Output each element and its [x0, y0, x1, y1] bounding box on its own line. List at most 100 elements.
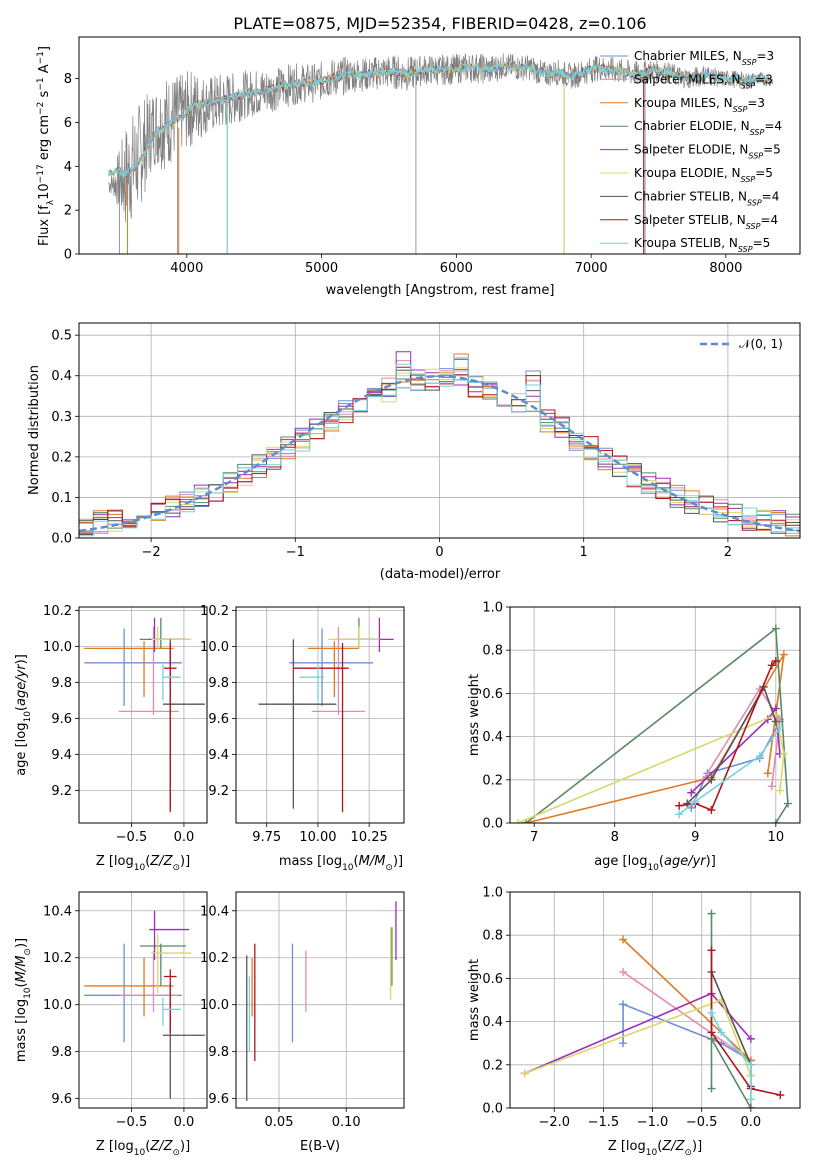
residuals-ytick-label: 0.2: [51, 450, 72, 465]
age_vs_Z-ytick-label: 9.8: [51, 676, 72, 691]
age_vs_Z-frame: [78, 606, 208, 824]
mass_vs_ebv-xtick-label: 0.05: [265, 1115, 294, 1130]
line-kroupa_stelib: [678, 727, 781, 816]
mass_vs_ebv-xtick-label: 0.10: [332, 1115, 361, 1130]
mass_weight_vs_Z-ytick-label: 0.6: [482, 972, 503, 987]
mass_weight_vs_Z-frame: [509, 891, 801, 1109]
marker-chabrier_elodie: [746, 1104, 755, 1108]
age_vs_mass-point-kroupa_miles: [307, 641, 359, 697]
spectrum-xtick-label: 5000: [305, 261, 338, 276]
age_vs_mass-point-kroupa_stelib: [299, 664, 325, 701]
marker-kroupa_stelib: [755, 752, 764, 761]
legend-label-4: Salpeter ELODIE, NSSP=5: [634, 143, 781, 161]
marker-salpeter_stelib: [707, 1028, 716, 1037]
mass_vs_Z-axes: −0.5 0.0 9.6 9.8 10.0 10.2 10.4: [43, 892, 207, 1130]
line-kroupa_elodie: [517, 713, 785, 823]
marker-kroupa_miles: [619, 935, 628, 944]
age_vs_mass-frame: [235, 606, 405, 824]
spectrum-xtick-label: 4000: [170, 261, 203, 276]
marker-chabrier_miles: [619, 1000, 628, 1009]
mass_weight_vs_age-xtick-label: 7: [530, 830, 538, 845]
spectrum-xtick-label: 6000: [440, 261, 473, 276]
mass_weight_vs_Z-ylabel: mass weight: [467, 959, 482, 1041]
age_vs_Z-ytick-label: 10.0: [43, 640, 72, 655]
marker-chabrier_elodie: [707, 1084, 716, 1093]
marker-kroupa_miles: [779, 650, 788, 659]
marker-chabrier_elodie: [783, 799, 792, 808]
residuals-xtick-label: −1: [286, 545, 305, 560]
age_vs_mass-plot-area: [258, 617, 394, 813]
mass_vs_Z-point-salpeter_stelib: [163, 969, 177, 1033]
age_vs_Z-xtick-label: −0.5: [116, 830, 148, 845]
age_vs_mass-point-salpeter_stelib: [293, 643, 349, 813]
residuals-ytick-label: 0.1: [51, 491, 72, 506]
age_vs_Z-plot-area: [84, 617, 205, 813]
mass_weight_vs_age-ytick-label: 0.6: [482, 687, 503, 702]
age_vs_mass-ytick-label: 10.2: [200, 604, 229, 619]
marker-kroupa_stelib: [675, 810, 684, 819]
mass_weight_vs_age-frame: [509, 606, 801, 824]
marker-kroupa_stelib: [707, 1008, 716, 1017]
legend-label-2: Kroupa MILES, NSSP=3: [634, 96, 765, 114]
marker-kroupa_stelib: [691, 797, 700, 806]
marker-kroupa_elodie: [514, 819, 523, 823]
marker-salpeter_stelib: [675, 801, 684, 810]
spectrum-xtick-label: 7000: [575, 261, 608, 276]
age_vs_mass-ytick-label: 9.6: [208, 712, 229, 727]
age_vs_mass-xtick-label: 10.25: [351, 830, 388, 845]
mass_weight_vs_age-ytick-label: 0.8: [482, 644, 503, 659]
residuals-xtick-label: 1: [580, 545, 588, 560]
marker-chabrier_stelib: [707, 775, 716, 784]
age_vs_Z-point-kroupa_miles: [84, 641, 174, 697]
mass_weight_vs_age-series-kroupa_stelib: [675, 723, 784, 819]
mass_weight_vs_Z-xtick-label: −1.0: [637, 1115, 669, 1130]
mass_vs_ebv-frame: [235, 891, 405, 1109]
residuals-ytick-label: 0.5: [51, 329, 72, 344]
mass_vs_Z-xlabel: Z [log10(Z/Z⊙)]: [96, 1139, 190, 1158]
mass_weight_vs_Z-ytick-label: 0.4: [482, 1015, 503, 1030]
mass_weight_vs_Z-xtick-label: −0.5: [686, 1115, 718, 1130]
mass_vs_Z-point-kroupa_stelib: [162, 997, 181, 1026]
spectrum-ytick-label: 2: [64, 204, 72, 219]
legend-label-0: Chabrier MILES, NSSP=3: [634, 49, 774, 67]
mass_weight_vs_age-series-chabrier_stelib: [683, 682, 780, 808]
age_vs_mass-xlabel: mass [log10(M/M⊙)]: [279, 854, 403, 873]
mass_weight_vs_Z-plot-area: [520, 909, 785, 1108]
residuals-ytick-label: 0.3: [51, 410, 72, 425]
mass_weight_vs_age-ytick-label: 0.0: [482, 817, 503, 832]
residuals-ytick-label: 0.0: [51, 532, 72, 547]
spectrum-data-line: [108, 53, 774, 223]
spectrum-ytick-label: 8: [64, 72, 72, 87]
residuals-xlabel: (data-model)/error: [380, 567, 501, 582]
mass_weight_vs_Z-ytick-label: 0.8: [482, 929, 503, 944]
age_vs_mass-ytick-label: 9.2: [208, 784, 229, 799]
residuals-ytick-label: 0.4: [51, 369, 72, 384]
residuals-xtick-label: 0: [435, 545, 443, 560]
mass_vs_Z-point-kroupa_elodie: [151, 934, 192, 993]
mass_weight_vs_age-ytick-label: 0.2: [482, 773, 503, 788]
age_vs_Z-point-salpeter_miles: [118, 626, 179, 715]
marker-salpeter_stelib: [776, 1091, 785, 1100]
marker-salpeter_miles: [767, 782, 776, 791]
legend-label-3: Chabrier ELODIE, NSSP=4: [634, 119, 782, 137]
mass_weight_vs_age-series-salpeter_stelib: [675, 657, 780, 815]
mass_vs_Z-frame: [78, 891, 208, 1109]
marker-salpeter_elodie: [746, 1034, 755, 1043]
marker-salpeter_elodie: [687, 788, 696, 797]
age_vs_Z-point-salpeter_stelib: [163, 643, 177, 813]
figure-title: PLATE=0875, MJD=52354, FIBERID=0428, z=0…: [233, 14, 646, 33]
mass_vs_ebv-ytick-label: 10.0: [200, 998, 229, 1013]
marker-chabrier_elodie: [771, 819, 780, 823]
mass_vs_Z-ytick-label: 10.4: [43, 904, 72, 919]
mass_vs_ebv-ytick-label: 10.2: [200, 951, 229, 966]
mass_weight_vs_age-xlabel: age [log10(age/yr)]: [594, 854, 716, 873]
marker-kroupa_stelib: [775, 723, 784, 732]
spectrum-model-line-kroupa_stelib: [108, 61, 774, 178]
spectrum-model-line-chabrier_miles: [108, 62, 774, 178]
mass_vs_ebv-axes: 0.05 0.10 9.6 9.8 10.0 10.2 10.4: [200, 892, 404, 1130]
mass_vs_ebv-xlabel: E(B-V): [300, 1139, 340, 1154]
line-salpeter_stelib: [710, 950, 781, 1096]
line-chabrier_stelib: [686, 684, 777, 805]
spectrum-ytick-label: 0: [64, 248, 72, 263]
